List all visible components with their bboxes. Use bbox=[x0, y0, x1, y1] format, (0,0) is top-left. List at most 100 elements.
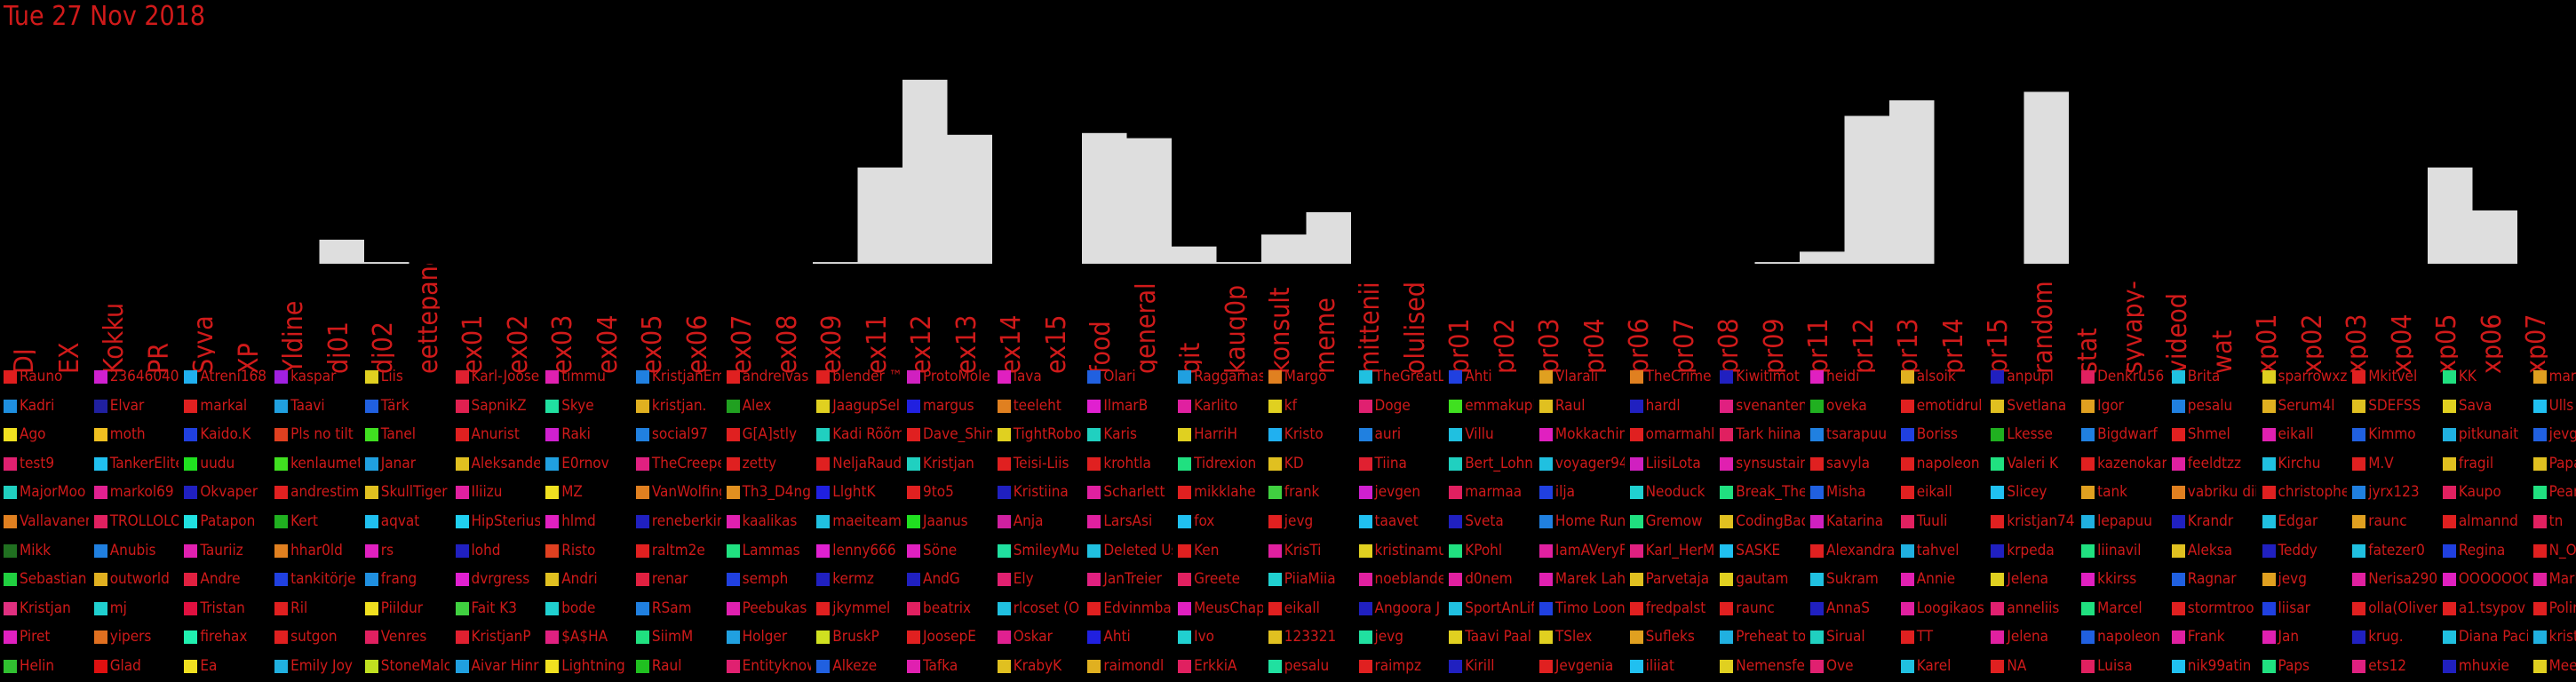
user-color-swatch bbox=[1538, 601, 1553, 615]
user-color-swatch bbox=[364, 486, 378, 500]
user-color-swatch bbox=[1900, 428, 1914, 442]
user-name: ets12 bbox=[2368, 657, 2407, 675]
user-name: Mikk bbox=[20, 541, 52, 559]
user-color-swatch bbox=[455, 370, 469, 384]
user-entry: firehax bbox=[180, 625, 269, 648]
user-name: outworld bbox=[109, 570, 170, 589]
user-name: BruskP bbox=[832, 628, 879, 646]
user-entry: Marek Lah bbox=[1536, 567, 1625, 591]
user-name: Oskar bbox=[1013, 628, 1053, 646]
user-name: ilja bbox=[1554, 483, 1576, 502]
user-name: Polina bbox=[2548, 599, 2576, 617]
user-name: eikall bbox=[1284, 599, 1320, 617]
channel-label: xp05 bbox=[2428, 264, 2458, 374]
user-color-swatch bbox=[2081, 601, 2095, 615]
user-color-swatch bbox=[545, 573, 560, 587]
user-entry: StoneMalo bbox=[362, 654, 449, 678]
user-entry: teeleht bbox=[994, 394, 1083, 417]
user-entry: Ulls bbox=[2530, 394, 2576, 417]
user-entry: Patapon bbox=[180, 510, 269, 533]
user-color-swatch bbox=[1810, 370, 1824, 384]
user-entry: Polina bbox=[2530, 597, 2576, 620]
user-name: Jelena bbox=[2007, 570, 2049, 589]
user-color-swatch bbox=[2262, 601, 2276, 615]
user-entry: Tafka bbox=[903, 654, 992, 678]
user-color-swatch bbox=[816, 399, 831, 413]
user-entry: dvrgress bbox=[452, 567, 541, 591]
user-entry: 2364604095 bbox=[91, 365, 179, 388]
user-color-swatch bbox=[455, 486, 469, 500]
user-entry: Edgar bbox=[2259, 510, 2348, 533]
user-name: feeldtzz bbox=[2187, 454, 2242, 472]
user-name: anpupl bbox=[2007, 368, 2054, 385]
user-name: PiiaMiia bbox=[1284, 570, 1336, 589]
user-name: MZ bbox=[561, 483, 583, 502]
user-name: Tanel bbox=[380, 425, 417, 444]
user-color-swatch bbox=[2262, 456, 2276, 471]
user-color-swatch bbox=[1991, 573, 2005, 587]
user-color-swatch bbox=[907, 456, 920, 471]
user-name: savyla bbox=[1826, 454, 1871, 472]
user-color-swatch bbox=[545, 601, 560, 615]
user-color-swatch bbox=[1538, 486, 1553, 500]
user-color-swatch bbox=[1720, 630, 1734, 645]
user-name: SportAnLif bbox=[1465, 599, 1534, 617]
channel-activity-bar-chart bbox=[319, 79, 2517, 265]
channel-label: XP bbox=[230, 264, 260, 374]
channel-label: pr04 bbox=[1576, 264, 1606, 374]
user-entry: Tanel bbox=[362, 423, 450, 446]
user-name: Villu bbox=[1465, 425, 1494, 444]
user-entry: voyager94 bbox=[1536, 452, 1625, 475]
user-name: kkirss bbox=[2097, 570, 2137, 589]
user-entry: Serum4l bbox=[2259, 394, 2348, 417]
user-name: Ahti bbox=[1465, 368, 1492, 385]
user-name: Taavi Paal bbox=[1465, 628, 1532, 646]
user-name: Sirual bbox=[1826, 628, 1865, 646]
user-name: Piildur bbox=[380, 599, 424, 617]
user-name: liisar bbox=[2278, 599, 2310, 617]
user-entry: TheGreatL bbox=[1356, 365, 1443, 388]
user-entry: TSlex bbox=[1536, 625, 1625, 648]
user-name: raltm2e bbox=[651, 541, 705, 559]
user-name: Gremow bbox=[1645, 512, 1703, 530]
user-name: Kristjan bbox=[923, 454, 974, 472]
user-entry: Fait K3 bbox=[452, 597, 541, 620]
user-color-swatch bbox=[1358, 456, 1372, 471]
user-name: Scharlett bbox=[1103, 483, 1165, 502]
channel-label: ex01 bbox=[454, 264, 484, 374]
user-color-swatch bbox=[274, 601, 289, 615]
channel-label: pr12 bbox=[1845, 264, 1875, 374]
user-entry: TheCreeper bbox=[632, 452, 721, 475]
user-name: Olari bbox=[1103, 368, 1136, 385]
user-entry: Taavi Paal bbox=[1445, 625, 1534, 648]
user-color-swatch bbox=[364, 630, 378, 645]
user-name: KK bbox=[2458, 368, 2477, 385]
user-name: Tiina bbox=[1374, 454, 1407, 472]
user-color-swatch bbox=[816, 601, 831, 615]
user-name: kazenokan bbox=[2097, 454, 2167, 472]
user-color-swatch bbox=[4, 486, 17, 500]
user-entry: markal bbox=[180, 394, 269, 417]
user-name: Rauno bbox=[20, 368, 63, 385]
user-color-swatch bbox=[1900, 601, 1914, 615]
user-entry: Kert bbox=[271, 510, 360, 533]
user-entry: Paps bbox=[2259, 654, 2348, 678]
user-entry: oveka bbox=[1807, 394, 1896, 417]
user-color-swatch bbox=[816, 486, 831, 500]
user-name: timmu bbox=[561, 368, 606, 385]
user-entry: RSam bbox=[632, 597, 721, 620]
user-color-swatch bbox=[184, 573, 198, 587]
user-name: andreivas bbox=[742, 368, 809, 385]
user-name: jevg bbox=[1284, 512, 1314, 530]
user-color-swatch bbox=[1358, 370, 1372, 384]
user-name: Iliizu bbox=[471, 483, 503, 502]
user-color-swatch bbox=[1991, 601, 2005, 615]
user-color-swatch bbox=[2352, 370, 2366, 384]
user-entry: KrisTi bbox=[1265, 539, 1354, 562]
user-color-swatch bbox=[1538, 573, 1553, 587]
user-color-swatch bbox=[2352, 601, 2366, 615]
user-color-swatch bbox=[907, 630, 920, 645]
user-color-swatch bbox=[1087, 428, 1101, 442]
user-color-swatch bbox=[2442, 630, 2456, 645]
user-entry: Raul bbox=[632, 654, 721, 678]
